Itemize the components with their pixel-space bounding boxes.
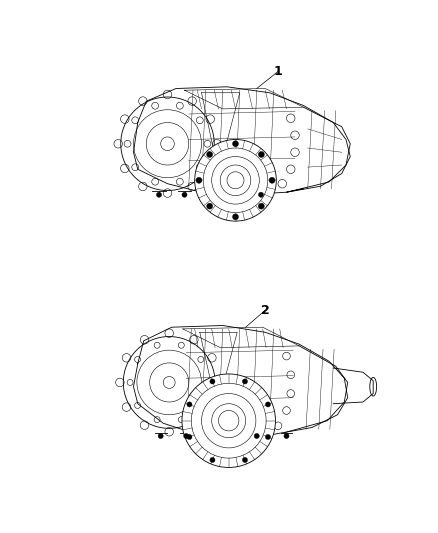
Circle shape (242, 457, 247, 463)
Circle shape (182, 192, 187, 197)
Circle shape (187, 434, 192, 440)
Circle shape (265, 402, 271, 407)
Circle shape (207, 203, 212, 209)
Circle shape (195, 140, 276, 221)
Circle shape (156, 192, 162, 197)
Circle shape (242, 379, 247, 384)
Circle shape (233, 141, 238, 147)
Circle shape (207, 151, 212, 157)
Circle shape (196, 177, 202, 183)
Circle shape (269, 177, 275, 183)
Circle shape (187, 402, 192, 407)
Circle shape (184, 433, 189, 439)
Circle shape (258, 192, 264, 197)
Circle shape (158, 433, 163, 439)
Circle shape (219, 410, 239, 431)
Circle shape (258, 151, 264, 157)
Circle shape (254, 433, 259, 439)
Circle shape (265, 434, 271, 440)
Circle shape (182, 374, 276, 467)
Circle shape (284, 433, 289, 439)
Text: 1: 1 (274, 65, 283, 78)
Circle shape (258, 203, 264, 209)
Circle shape (210, 457, 215, 463)
Circle shape (210, 379, 215, 384)
Text: 2: 2 (261, 304, 270, 317)
Circle shape (233, 214, 238, 220)
